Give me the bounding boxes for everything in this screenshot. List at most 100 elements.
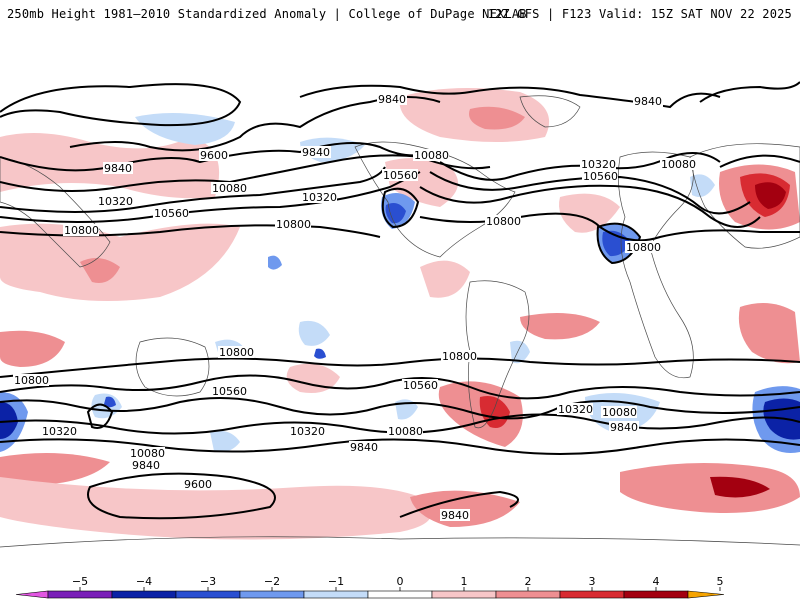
anomaly-blob-south-pacific-small	[314, 348, 326, 359]
contour-9840-mid	[0, 142, 421, 172]
anomaly-blob-hawaii-neg	[268, 255, 282, 270]
contour-label: 10320	[98, 195, 133, 208]
legend-color-segment	[495, 590, 561, 599]
contour-siberia	[699, 81, 800, 103]
contour-9840-south	[0, 438, 800, 455]
contour-10560-north	[0, 171, 421, 223]
contour-atlantic-loop	[596, 222, 642, 265]
legend-color-segment	[111, 590, 177, 599]
legend-tick-labels: −5 −4 −3 −2 −1 0 1 2 3 4 5	[72, 575, 724, 588]
legend-tick-label: 3	[589, 575, 596, 588]
coast-australia	[135, 337, 210, 397]
contour-label: 9600	[184, 478, 212, 491]
legend-color-segment	[303, 590, 369, 599]
contour-label: 9840	[634, 95, 662, 108]
legend-arrow-right	[687, 590, 725, 599]
legend-color-segment	[431, 590, 497, 599]
anomaly-blob-tropical-pacific	[0, 223, 240, 301]
legend-color-segment	[47, 590, 113, 599]
anomaly-blob-east-asia-neg	[690, 174, 715, 198]
contour-label: 10800	[442, 350, 477, 363]
contour-10320-south	[0, 397, 800, 420]
coast-europe-africa	[618, 151, 694, 379]
legend-tick-label: 1	[461, 575, 468, 588]
legend-color-segment	[623, 590, 689, 599]
contour-tasman-loop	[86, 403, 114, 429]
legend-color-bar	[15, 587, 725, 599]
contour-east-asia-loop	[719, 154, 800, 168]
contour-arctic-loop	[299, 84, 721, 109]
contour-label: 9840	[132, 459, 160, 472]
contour-label: 10080	[602, 406, 637, 419]
height-contours	[0, 81, 800, 520]
header: 250mb Height 1981–2010 Standardized Anom…	[0, 0, 800, 32]
legend-color-segment	[175, 590, 241, 599]
coast-asia	[689, 143, 800, 249]
contour-10800-tropics-south	[0, 357, 800, 378]
anomaly-blob-west-pacific-south	[0, 330, 65, 367]
contour-label: 9600	[200, 149, 228, 162]
coast-antarctica	[0, 536, 800, 548]
contour-label: 10800	[486, 215, 521, 228]
contour-label: 9840	[350, 441, 378, 454]
legend-tick-label: −4	[136, 575, 152, 588]
contour-label: 10560	[212, 385, 247, 398]
legend-tick-label: 0	[397, 575, 404, 588]
anomaly-blob-south-pacific-neg	[298, 320, 330, 346]
contour-label: 9840	[441, 509, 469, 522]
legend-tick-label: 4	[653, 575, 660, 588]
coast-greenland	[519, 95, 581, 128]
color-scale-legend: −5 −4 −3 −2 −1 0 1 2 3 4 5	[15, 575, 725, 599]
anomaly-blob-south-pacific-mid-neg	[210, 430, 240, 452]
contour-10320-north	[0, 166, 386, 213]
anomaly-blob-south-atlantic	[520, 313, 600, 340]
contour-label: 10080	[661, 158, 696, 171]
contour-label: 10320	[42, 425, 77, 438]
anomaly-blob-arabia	[738, 303, 800, 364]
contour-label: 9840	[104, 162, 132, 175]
contour-label: 9840	[302, 146, 330, 159]
legend-arrow-left	[15, 590, 49, 599]
contour-label: 10320	[558, 403, 593, 416]
model-run-info: 12Z GFS | F123 Valid: 15Z SAT NOV 22 202…	[487, 7, 792, 21]
contour-10560-south	[0, 374, 800, 400]
legend-tick-label: −3	[200, 575, 216, 588]
contour-label: 10320	[290, 425, 325, 438]
contour-label: 10080	[212, 182, 247, 195]
legend-color-segment	[559, 590, 625, 599]
anomaly-blob-russia-core	[469, 106, 525, 130]
anomaly-blob-maritime	[80, 258, 120, 283]
contour-label: 10320	[302, 191, 337, 204]
legend-tick-label: 5	[717, 575, 724, 588]
anomaly-blob-tasman-core	[104, 396, 116, 408]
contour-label: 9840	[378, 93, 406, 106]
anomaly-blob-antarctic-ring	[0, 477, 432, 540]
anomaly-blob-southern-ocean-west	[0, 453, 110, 485]
contour-label: 10080	[414, 149, 449, 162]
anomaly-blob-south-indian	[620, 463, 800, 513]
contour-label: 10080	[130, 447, 165, 460]
legend-color-segment	[367, 590, 433, 599]
contour-label: 10800	[219, 346, 254, 359]
contour-label: 10560	[383, 169, 418, 182]
contour-10560-atlantic	[419, 184, 761, 228]
anomaly-blob-atlantic	[559, 193, 620, 233]
anomaly-blob-antarctic-atlantic	[410, 490, 520, 527]
legend-tick-label: 2	[525, 575, 532, 588]
contour-9600-south	[87, 472, 276, 520]
contour-label: 10560	[403, 379, 438, 392]
legend-color-segment	[239, 590, 305, 599]
contour-label: 10800	[276, 218, 311, 231]
contour-california-loop	[381, 187, 420, 229]
contour-label: 10800	[64, 224, 99, 237]
coast-asia-west	[0, 156, 111, 268]
contour-label: 10080	[388, 425, 423, 438]
contour-label: 10560	[154, 207, 189, 220]
contour-9840-antarctic	[399, 490, 519, 518]
contour-9840-north	[0, 83, 242, 127]
anomaly-blob-east-pacific	[420, 260, 470, 298]
contour-label: 10560	[583, 170, 618, 183]
contour-label: 9840	[610, 421, 638, 434]
anomaly-map: 9840 9840 9600 9840 9840 10080 10080 100…	[0, 77, 800, 558]
contour-label: 10800	[14, 374, 49, 387]
